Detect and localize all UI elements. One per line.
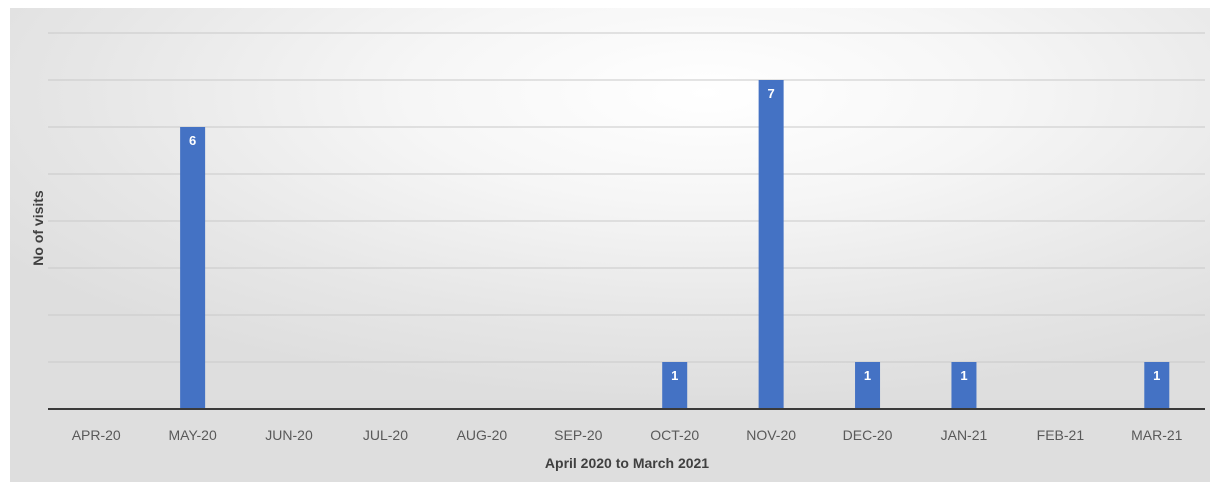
bar-may-20	[180, 127, 206, 409]
bar-chart: 6 1 7 1 1 1 APR-20 MAY-20 JUN-20 JUL-20 AUG-20 SEP…	[30, 32, 1205, 471]
x-tick-label-jul-20: JUL-20	[363, 427, 408, 443]
x-tick-label-feb-21: FEB-21	[1037, 427, 1085, 443]
bar-oct-20	[662, 362, 688, 409]
x-tick-label-nov-20: NOV-20	[746, 427, 796, 443]
data-label-nov-20: 7	[768, 86, 775, 101]
x-tick-label-aug-20: AUG-20	[457, 427, 508, 443]
x-tick-label-dec-20: DEC-20	[843, 427, 893, 443]
data-label-mar-21: 1	[1153, 368, 1160, 383]
bar-dec-20	[855, 362, 881, 409]
data-label-oct-20: 1	[671, 368, 678, 383]
bar-nov-20	[758, 80, 784, 409]
y-axis-title: No of visits	[30, 190, 46, 266]
data-label-jan-21: 1	[960, 368, 967, 383]
gridlines	[48, 32, 1205, 363]
bar-mar-21	[1144, 362, 1170, 409]
x-tick-label-may-20: MAY-20	[169, 427, 217, 443]
x-tick-label-oct-20: OCT-20	[650, 427, 699, 443]
x-tick-label-mar-21: MAR-21	[1131, 427, 1183, 443]
data-label-dec-20: 1	[864, 368, 871, 383]
x-tick-label-sep-20: SEP-20	[554, 427, 602, 443]
x-tick-label-apr-20: APR-20	[72, 427, 121, 443]
x-tick-label-jun-20: JUN-20	[265, 427, 313, 443]
x-tick-label-jan-21: JAN-21	[941, 427, 988, 443]
bars: 6 1 7 1 1 1	[180, 80, 1170, 409]
chart-container: 6 1 7 1 1 1 APR-20 MAY-20 JUN-20 JUL-20 AUG-20 SEP…	[10, 8, 1210, 482]
data-label-may-20: 6	[189, 133, 196, 148]
x-axis-title: April 2020 to March 2021	[545, 455, 709, 471]
x-tick-labels: APR-20 MAY-20 JUN-20 JUL-20 AUG-20 SEP-20 OCT-…	[72, 427, 1183, 443]
bar-jan-21	[951, 362, 977, 409]
